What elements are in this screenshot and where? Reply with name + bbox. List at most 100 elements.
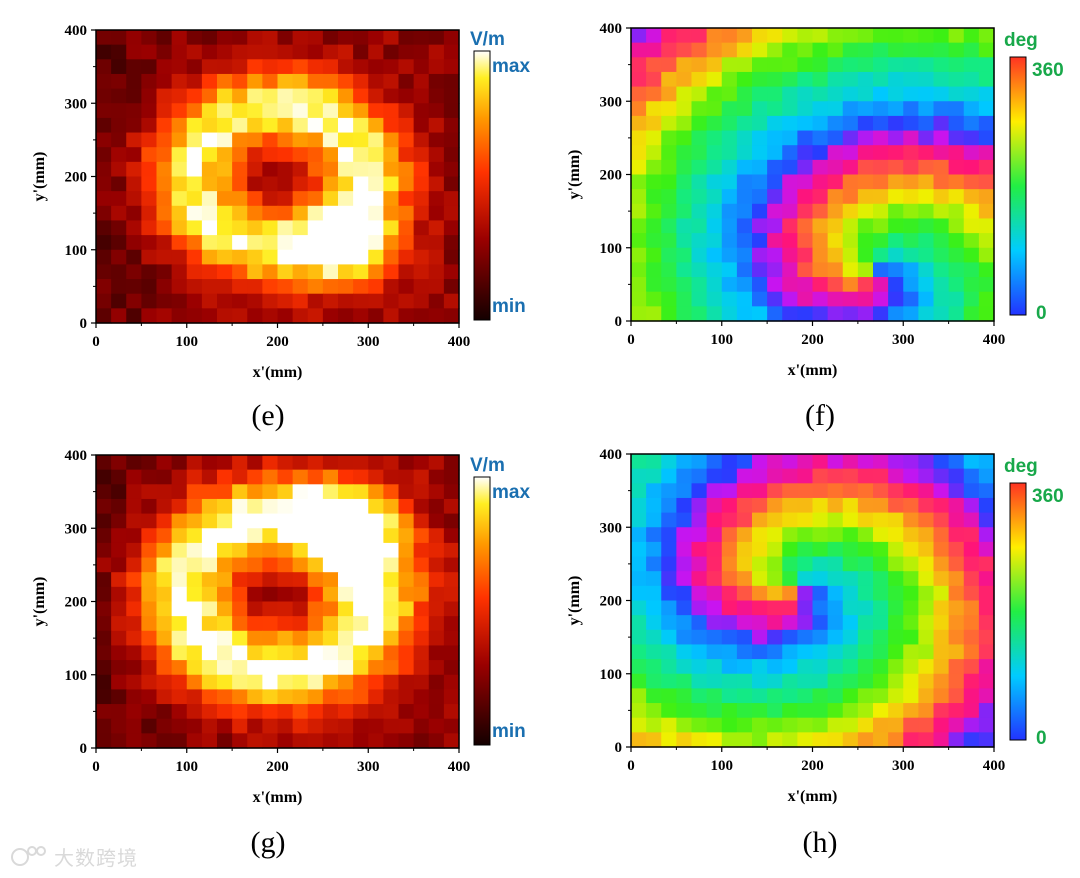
heatmap-cell bbox=[857, 556, 874, 572]
heatmap-cell bbox=[262, 264, 279, 280]
heatmap-cell bbox=[307, 147, 324, 163]
heatmap-cell bbox=[443, 235, 460, 251]
heatmap-cell bbox=[171, 249, 188, 265]
heatmap-cell bbox=[782, 306, 798, 322]
heatmap-cell bbox=[812, 42, 829, 58]
heatmap-cell bbox=[413, 293, 430, 309]
heatmap-cell bbox=[752, 585, 768, 602]
heatmap-cell bbox=[736, 189, 753, 205]
heatmap-cell bbox=[691, 454, 708, 470]
heatmap-cell bbox=[398, 469, 415, 485]
heatmap-cell bbox=[277, 205, 294, 222]
heatmap-cell bbox=[631, 732, 647, 748]
heatmap-cell bbox=[171, 542, 188, 559]
heatmap-cell bbox=[398, 30, 415, 46]
heatmap-cell bbox=[111, 279, 127, 295]
y-tick-label: 100 bbox=[65, 668, 88, 684]
heatmap-cell bbox=[963, 174, 980, 190]
heatmap-cell bbox=[661, 159, 677, 176]
heatmap-cell bbox=[338, 645, 354, 661]
heatmap-cell bbox=[888, 659, 904, 675]
heatmap-cell bbox=[842, 57, 859, 73]
heatmap-cell bbox=[247, 660, 263, 676]
heatmap-cell bbox=[842, 483, 859, 499]
heatmap-cell bbox=[873, 527, 889, 543]
heatmap-cell bbox=[383, 630, 400, 647]
heatmap-cell bbox=[217, 586, 233, 603]
heatmap-cell bbox=[646, 71, 662, 88]
heatmap-cell bbox=[873, 203, 889, 220]
heatmap-cell bbox=[918, 306, 935, 322]
heatmap-cell bbox=[247, 513, 263, 529]
heatmap-cell bbox=[156, 117, 173, 134]
heatmap-cell bbox=[767, 732, 783, 748]
heatmap-cell bbox=[232, 572, 248, 588]
heatmap-cell bbox=[156, 528, 173, 544]
heatmap-cell bbox=[736, 644, 753, 660]
heatmap-cell bbox=[691, 57, 708, 73]
heatmap-cell bbox=[217, 191, 233, 207]
heatmap-cell bbox=[676, 703, 693, 719]
heatmap-cell bbox=[706, 42, 723, 58]
heatmap-cell bbox=[948, 703, 965, 719]
heatmap-cell bbox=[963, 585, 980, 602]
heatmap-cell bbox=[857, 673, 874, 689]
heatmap-cell bbox=[368, 616, 384, 632]
y-axis-label: y'(mm) bbox=[566, 150, 583, 200]
heatmap-cell bbox=[307, 528, 324, 544]
heatmap-cell bbox=[443, 220, 460, 236]
heatmap-cell bbox=[933, 600, 950, 616]
heatmap-cell bbox=[186, 264, 203, 280]
heatmap-cell bbox=[443, 498, 460, 515]
heatmap-cell bbox=[978, 468, 995, 484]
heatmap-cell bbox=[873, 42, 889, 58]
heatmap-cell bbox=[842, 600, 859, 616]
y-tick-label: 300 bbox=[600, 94, 623, 110]
heatmap-cell bbox=[171, 689, 188, 705]
heatmap-cell bbox=[126, 220, 142, 236]
heatmap-cell bbox=[978, 527, 995, 543]
heatmap-cell bbox=[232, 103, 248, 119]
heatmap-cell bbox=[383, 191, 400, 207]
heatmap-cell bbox=[721, 86, 738, 102]
heatmap-cell bbox=[721, 659, 738, 675]
heatmap-cell bbox=[186, 586, 203, 603]
heatmap-cell bbox=[706, 71, 723, 88]
heatmap-cell bbox=[797, 28, 814, 44]
heatmap-cell bbox=[413, 498, 430, 515]
heatmap-cell bbox=[186, 220, 203, 236]
heatmap-cell bbox=[767, 629, 783, 646]
heatmap-f bbox=[631, 28, 995, 322]
heatmap-cell bbox=[141, 176, 158, 192]
heatmap-cell bbox=[676, 247, 693, 263]
heatmap-cell bbox=[963, 468, 980, 484]
heatmap-cell bbox=[812, 585, 829, 602]
heatmap-cell bbox=[398, 630, 415, 647]
heatmap-cell bbox=[277, 191, 294, 207]
heatmap-cell bbox=[353, 264, 369, 280]
heatmap-cell bbox=[217, 704, 233, 720]
heatmap-cell bbox=[918, 233, 935, 249]
heatmap-cell bbox=[262, 455, 279, 471]
heatmap-cell bbox=[782, 541, 798, 558]
heatmap-cell bbox=[398, 718, 415, 734]
heatmap-cell bbox=[721, 189, 738, 205]
heatmap-cell bbox=[691, 717, 708, 733]
heatmap-cell bbox=[676, 571, 693, 587]
y-tick-label: 400 bbox=[65, 23, 88, 39]
heatmap-cell bbox=[156, 161, 173, 178]
heatmap-cell bbox=[262, 44, 279, 60]
heatmap-cell bbox=[767, 527, 783, 543]
heatmap-cell bbox=[721, 277, 738, 293]
heatmap-cell bbox=[262, 689, 279, 705]
heatmap-cell bbox=[676, 306, 693, 322]
heatmap-cell bbox=[126, 147, 142, 163]
heatmap-cell bbox=[368, 498, 384, 515]
heatmap-cell bbox=[631, 673, 647, 689]
heatmap-cell bbox=[691, 115, 708, 132]
heatmap-cell bbox=[752, 203, 768, 220]
heatmap-cell bbox=[217, 616, 233, 632]
heatmap-cell bbox=[933, 571, 950, 587]
heatmap-cell bbox=[736, 659, 753, 675]
heatmap-cell bbox=[661, 262, 677, 278]
